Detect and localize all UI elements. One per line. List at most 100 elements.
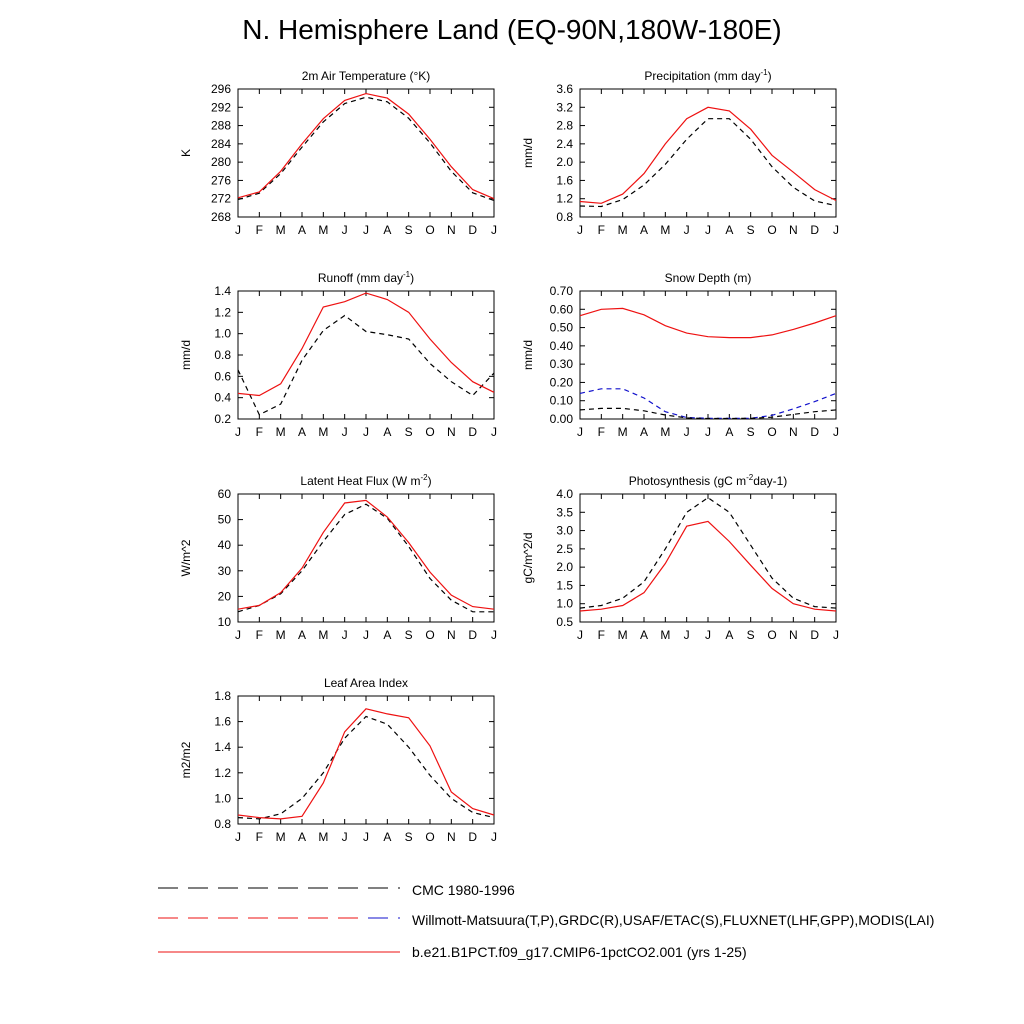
x-tick-label: O (425, 628, 434, 642)
y-tick-label: 3.5 (556, 505, 573, 519)
x-tick-label: J (342, 628, 348, 642)
y-tick-label: 0.60 (550, 302, 574, 316)
y-tick-label: 296 (211, 82, 231, 96)
x-tick-label: M (276, 628, 286, 642)
x-tick-label: J (342, 223, 348, 237)
legend-label: Willmott-Matsuura(T,P),GRDC(R),USAF/ETAC… (412, 912, 934, 928)
x-tick-label: A (725, 425, 733, 439)
x-tick-label: A (725, 628, 733, 642)
y-tick-label: 30 (218, 564, 232, 578)
x-tick-label: N (789, 425, 798, 439)
panel-runoff: Runoff (mm day-1) 0.2 0.4 0.6 0.8 1.0 1.2 1.4 J F… (179, 270, 497, 439)
y-tick-label: 0.20 (550, 375, 574, 389)
series-line-model (237, 92, 495, 200)
x-tick-label: J (235, 223, 241, 237)
series-line-observed (237, 96, 495, 202)
series-line-model (237, 292, 495, 397)
y-tick-label: 0.4 (214, 391, 231, 405)
x-tick-label: O (767, 628, 776, 642)
x-tick-label: D (810, 223, 819, 237)
x-tick-label: J (833, 628, 839, 642)
x-tick-label: S (405, 425, 413, 439)
x-tick-label: D (468, 425, 477, 439)
x-tick-label: S (747, 223, 755, 237)
y-tick-label: 280 (211, 155, 231, 169)
x-tick-label: D (468, 628, 477, 642)
y-tick-label: 4.0 (556, 487, 573, 501)
x-tick-label: J (235, 425, 241, 439)
x-tick-label: F (256, 830, 263, 844)
x-tick-label: M (318, 830, 328, 844)
legend-label: b.e21.B1PCT.f09_g17.CMIP6-1pctCO2.001 (y… (412, 944, 747, 960)
plot-frame (579, 88, 837, 218)
x-tick-label: A (298, 830, 306, 844)
x-tick-label: O (425, 223, 434, 237)
legend-item-model: b.e21.B1PCT.f09_g17.CMIP6-1pctCO2.001 (y… (158, 944, 747, 960)
x-tick-label: F (598, 425, 605, 439)
x-tick-label: J (342, 425, 348, 439)
y-tick-label: 0.5 (556, 615, 573, 629)
y-tick-label: 1.4 (214, 284, 231, 298)
y-tick-label: 10 (218, 615, 232, 629)
page-title: N. Hemisphere Land (EQ-90N,180W-180E) (242, 14, 782, 45)
series-line-model (579, 307, 837, 339)
y-tick-label: 0.40 (550, 339, 574, 353)
x-tick-label: M (318, 223, 328, 237)
y-tick-label: 40 (218, 538, 232, 552)
series-line-observed (237, 503, 494, 613)
x-tick-label: O (767, 425, 776, 439)
y-tick-label: 288 (211, 119, 231, 133)
x-tick-label: J (684, 425, 690, 439)
x-tick-label: F (256, 628, 263, 642)
y-axis-label: mm/d (521, 340, 535, 370)
panel-precipitation: Precipitation (mm day-1) 0.8 1.2 1.6 2.0 2.4 2… (521, 68, 839, 237)
series-line-observed (579, 407, 837, 420)
panel-photosynthesis: Photosynthesis (gC m-2day-1) 0.5 1.0 1.5 2.0… (521, 473, 839, 642)
x-tick-label: A (298, 223, 306, 237)
y-tick-label: 1.5 (556, 578, 573, 592)
x-tick-label: F (598, 223, 605, 237)
x-tick-label: A (725, 223, 733, 237)
panel-air-temperature: 2m Air Temperature (°K) 268 272 276 280 284 28… (179, 69, 497, 237)
y-tick-label: 1.4 (214, 740, 231, 754)
y-tick-label: 2.0 (556, 155, 573, 169)
y-tick-label: 1.2 (214, 766, 231, 780)
x-tick-label: N (447, 425, 456, 439)
y-axis-label: W/m^2 (179, 539, 193, 576)
x-tick-label: A (640, 628, 648, 642)
y-tick-label: 0.2 (214, 412, 231, 426)
x-tick-label: J (684, 223, 690, 237)
y-tick-label: 0.30 (550, 357, 574, 371)
y-axis-label: mm/d (521, 138, 535, 168)
y-axis-label: K (179, 149, 193, 157)
x-tick-label: S (405, 830, 413, 844)
x-tick-label: J (833, 223, 839, 237)
x-tick-label: F (256, 223, 263, 237)
panel-title: Photosynthesis (gC m-2day-1) (629, 473, 788, 488)
x-tick-label: D (468, 830, 477, 844)
y-tick-label: 1.0 (214, 327, 231, 341)
x-tick-label: F (598, 628, 605, 642)
y-tick-label: 3.2 (556, 100, 573, 114)
x-tick-label: M (660, 223, 670, 237)
panel-title: Leaf Area Index (324, 676, 408, 690)
x-tick-label: S (405, 628, 413, 642)
x-tick-label: J (684, 628, 690, 642)
x-tick-label: J (363, 425, 369, 439)
x-tick-label: M (618, 223, 628, 237)
legend-item-cmc: CMC 1980-1996 (158, 882, 515, 898)
x-tick-label: A (298, 628, 306, 642)
x-tick-label: A (383, 830, 391, 844)
x-tick-label: O (425, 425, 434, 439)
y-tick-label: 0.6 (214, 369, 231, 383)
legend-item-observations: Willmott-Matsuura(T,P),GRDC(R),USAF/ETAC… (158, 912, 934, 928)
y-tick-label: 272 (211, 192, 231, 206)
x-tick-label: J (491, 830, 497, 844)
x-tick-label: J (235, 830, 241, 844)
x-tick-label: N (447, 223, 456, 237)
panel-title: Latent Heat Flux (W m-2) (300, 473, 431, 488)
x-tick-label: S (747, 628, 755, 642)
